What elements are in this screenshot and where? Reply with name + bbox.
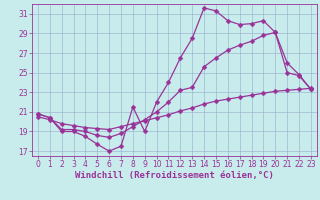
X-axis label: Windchill (Refroidissement éolien,°C): Windchill (Refroidissement éolien,°C) (75, 171, 274, 180)
